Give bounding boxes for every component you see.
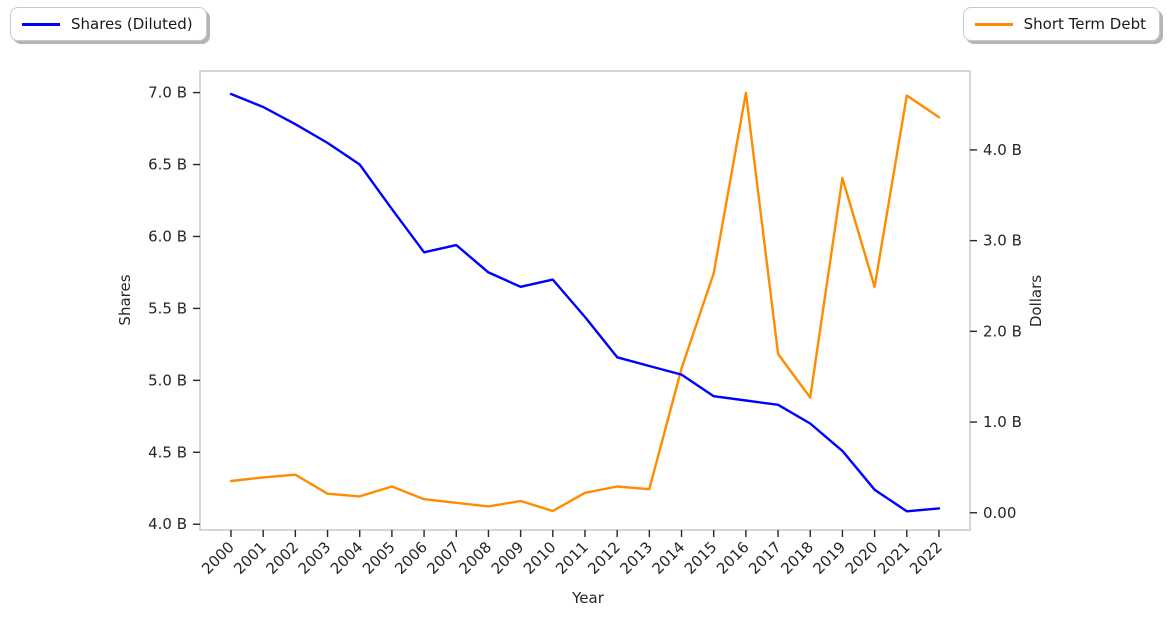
legend-line-shares bbox=[22, 22, 60, 26]
x-tick-label: 2010 bbox=[520, 538, 560, 578]
x-tick-label: 2008 bbox=[456, 538, 496, 578]
x-axis-label: Year bbox=[571, 589, 605, 607]
x-tick-label: 2002 bbox=[262, 538, 302, 578]
x-tick-label: 2005 bbox=[359, 538, 399, 578]
x-tick-label: 2007 bbox=[423, 538, 463, 578]
y-tick-label-left: 5.0 B bbox=[148, 371, 187, 389]
x-tick-label: 2013 bbox=[616, 538, 656, 578]
y-tick-label-right: 3.0 B bbox=[983, 232, 1022, 250]
legend-line-debt bbox=[974, 22, 1013, 26]
y-tick-label-left: 5.5 B bbox=[148, 299, 187, 317]
y-axis-label-left: Shares bbox=[116, 274, 134, 325]
x-tick-label: 2011 bbox=[552, 538, 592, 578]
y-tick-label-right: 2.0 B bbox=[983, 322, 1022, 340]
y-tick-label-left: 4.5 B bbox=[148, 443, 187, 461]
x-tick-label: 2014 bbox=[649, 538, 689, 578]
y-tick-label-right: 1.0 B bbox=[983, 413, 1022, 431]
plot-border bbox=[199, 70, 971, 531]
x-tick-label: 2020 bbox=[842, 538, 882, 578]
series-line-shares bbox=[229, 92, 941, 513]
y-axis-label-right: Dollars bbox=[1027, 275, 1045, 327]
x-tick-label: 2016 bbox=[713, 538, 753, 578]
x-tick-label: 2017 bbox=[745, 538, 785, 578]
y-tick-label-left: 7.0 B bbox=[148, 84, 187, 102]
x-tick-label: 2012 bbox=[584, 538, 624, 578]
x-tick-label: 2000 bbox=[198, 538, 238, 578]
y-tick-label-right: 0.00 bbox=[983, 504, 1016, 522]
x-tick-label: 2022 bbox=[906, 538, 946, 578]
x-tick-label: 2006 bbox=[391, 538, 431, 578]
x-tick-label: 2003 bbox=[295, 538, 335, 578]
legend-debt: Short Term Debt bbox=[962, 7, 1160, 41]
x-tick-label: 2021 bbox=[874, 538, 914, 578]
y-tick-label-right: 4.0 B bbox=[983, 141, 1022, 159]
y-tick-label-left: 6.5 B bbox=[148, 156, 187, 174]
x-tick-label: 2004 bbox=[327, 538, 367, 578]
legend-shares: Shares (Diluted) bbox=[10, 7, 207, 41]
x-tick-label: 2018 bbox=[777, 538, 817, 578]
x-tick-label: 2001 bbox=[230, 538, 270, 578]
x-tick-label: 2019 bbox=[810, 538, 850, 578]
legend-debt-label: Short Term Debt bbox=[1023, 15, 1146, 33]
series-line-debt bbox=[229, 91, 941, 513]
x-tick-label: 2015 bbox=[681, 538, 721, 578]
y-tick-label-left: 4.0 B bbox=[148, 515, 187, 533]
x-tick-label: 2009 bbox=[488, 538, 528, 578]
y-tick-label-left: 6.0 B bbox=[148, 227, 187, 245]
legend-shares-label: Shares (Diluted) bbox=[71, 15, 193, 33]
